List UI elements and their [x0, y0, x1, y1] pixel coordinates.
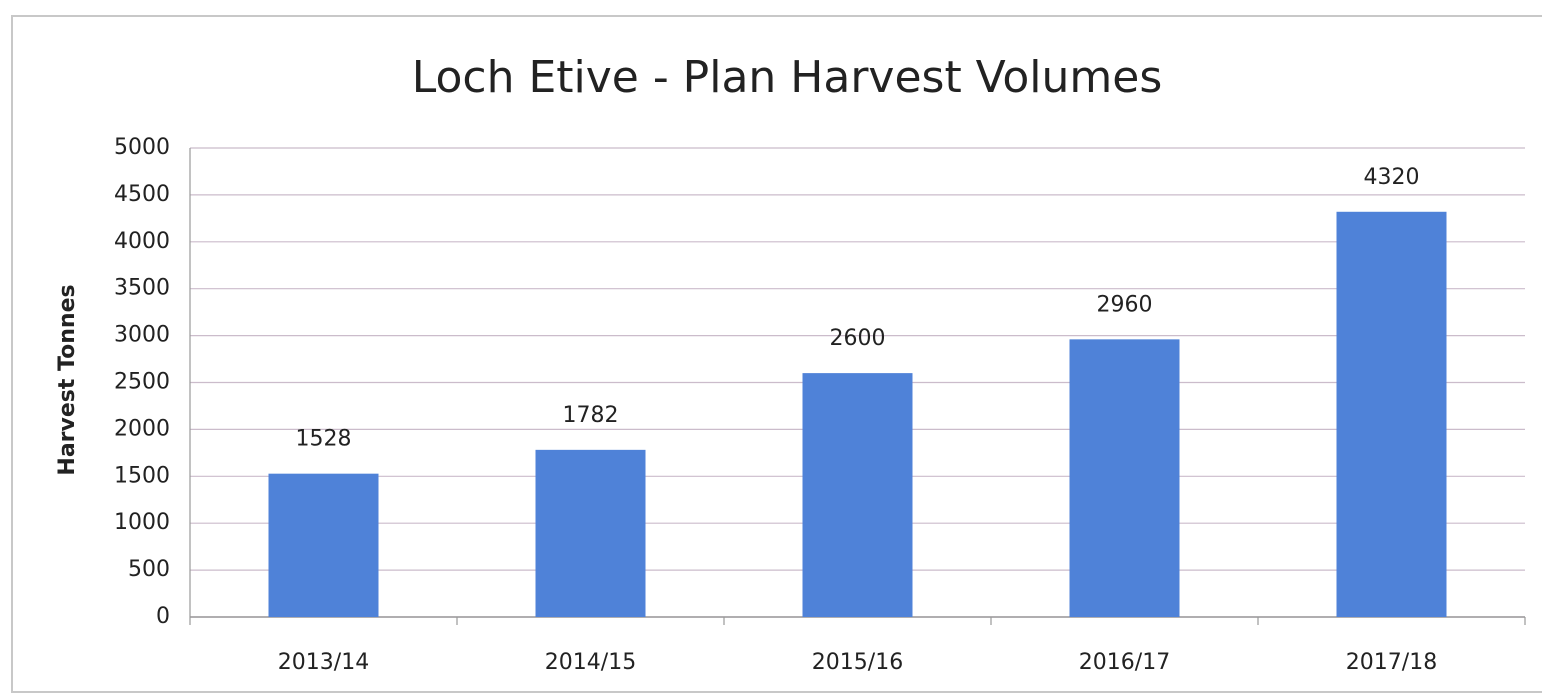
- y-tick-label: 2000: [114, 416, 170, 441]
- data-label: 1528: [296, 427, 352, 452]
- bar: [535, 449, 646, 617]
- x-tick-label: 2014/15: [545, 650, 636, 675]
- x-tick-label: 2015/16: [812, 650, 903, 675]
- y-tick-label: 4500: [114, 182, 170, 207]
- data-label: 1782: [563, 403, 619, 428]
- y-tick-label: 500: [128, 557, 170, 582]
- bar: [1336, 211, 1447, 617]
- y-tick-label: 2500: [114, 370, 170, 395]
- x-tick-label: 2016/17: [1079, 650, 1170, 675]
- y-tick-label: 4000: [114, 229, 170, 254]
- x-tick-label: 2013/14: [278, 650, 369, 675]
- bar: [1069, 339, 1180, 617]
- chart-frame: [11, 15, 1542, 693]
- x-tick-label: 2017/18: [1346, 650, 1437, 675]
- bar: [268, 473, 379, 617]
- bar: [802, 373, 913, 617]
- data-label: 4320: [1364, 165, 1420, 190]
- y-axis-label: Harvest Tonnes: [55, 284, 80, 475]
- y-tick-label: 0: [156, 604, 170, 629]
- chart-title: Loch Etive - Plan Harvest Volumes: [412, 52, 1163, 103]
- y-tick-label: 3500: [114, 276, 170, 301]
- y-tick-label: 3000: [114, 323, 170, 348]
- y-tick-label: 5000: [114, 135, 170, 160]
- y-tick-label: 1000: [114, 510, 170, 535]
- data-label: 2960: [1097, 292, 1153, 317]
- y-tick-label: 1500: [114, 463, 170, 488]
- data-label: 2600: [830, 326, 886, 351]
